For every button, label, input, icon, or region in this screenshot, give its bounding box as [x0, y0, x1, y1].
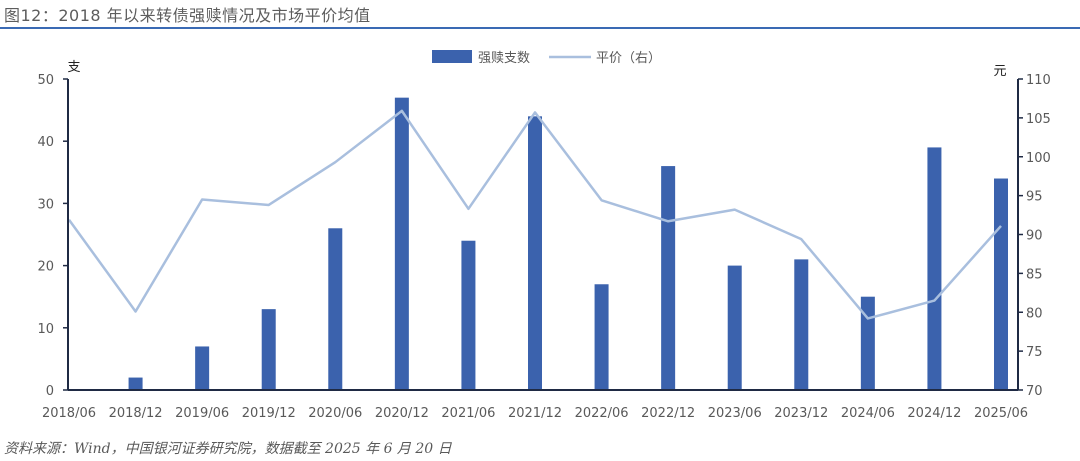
- right-axis-unit: 元: [993, 64, 1006, 79]
- bar-2020/06: [328, 228, 343, 390]
- x-tick-label: 2023/12: [774, 406, 828, 421]
- right-tick-label: 105: [1026, 112, 1051, 127]
- x-tick-label: 2019/06: [175, 406, 229, 421]
- x-tick-label: 2023/06: [708, 406, 762, 421]
- bar-2018/12: [128, 377, 143, 390]
- legend-label-bar: 强赎支数: [478, 51, 530, 66]
- left-axis-unit: 支: [67, 60, 80, 75]
- right-tick-label: 90: [1026, 229, 1043, 244]
- legend-label-line: 平价（右）: [596, 51, 661, 66]
- left-tick-label: 40: [37, 135, 54, 150]
- x-tick-label: 2021/12: [508, 406, 562, 421]
- bar-2025/06: [994, 178, 1008, 390]
- right-tick-label: 100: [1026, 151, 1051, 166]
- bar-2019/06: [195, 346, 210, 390]
- x-tick-label: 2019/12: [242, 406, 296, 421]
- bar-2023/12: [794, 259, 809, 390]
- bar-2023/06: [727, 265, 742, 390]
- x-tick-label: 2018/06: [42, 406, 96, 421]
- bar-2024/12: [927, 147, 942, 390]
- x-tick-label: 2024/12: [907, 406, 961, 421]
- right-tick-label: 70: [1026, 384, 1043, 399]
- right-tick-label: 80: [1026, 306, 1043, 321]
- bar-2020/12: [394, 97, 409, 390]
- x-tick-label: 2022/12: [641, 406, 695, 421]
- right-tick-label: 95: [1026, 190, 1043, 205]
- x-tick-label: 2020/12: [375, 406, 429, 421]
- bar-2019/12: [261, 309, 276, 390]
- right-tick-label: 85: [1026, 267, 1043, 282]
- left-tick-label: 50: [37, 73, 54, 88]
- right-tick-label: 75: [1026, 345, 1043, 360]
- x-tick-label: 2020/06: [308, 406, 362, 421]
- x-tick-label: 2024/06: [841, 406, 895, 421]
- legend: 强赎支数 平价（右）: [432, 50, 661, 66]
- right-tick-label: 110: [1026, 73, 1051, 88]
- left-tick-label: 30: [37, 197, 54, 212]
- bar-2021/06: [461, 240, 476, 390]
- figure-title: 图12：2018 年以来转债强赎情况及市场平价均值: [4, 6, 371, 25]
- title-rule: [0, 27, 1080, 29]
- left-tick-label: 10: [37, 322, 54, 337]
- source-note: 资料来源：Wind，中国银河证券研究院，数据截至 2025 年 6 月 20 日: [4, 441, 452, 457]
- bar-2022/06: [594, 284, 609, 390]
- x-tick-label: 2018/12: [109, 406, 163, 421]
- x-tick-label: 2025/06: [974, 406, 1028, 421]
- bar-2024/06: [860, 296, 875, 390]
- bar-2021/12: [528, 116, 542, 390]
- left-tick-label: 20: [37, 260, 54, 275]
- x-tick-label: 2022/06: [575, 406, 629, 421]
- legend-swatch-bar: [432, 50, 472, 63]
- left-tick-label: 0: [46, 384, 54, 399]
- x-tick-label: 2021/06: [441, 406, 495, 421]
- bar-2022/12: [661, 166, 676, 390]
